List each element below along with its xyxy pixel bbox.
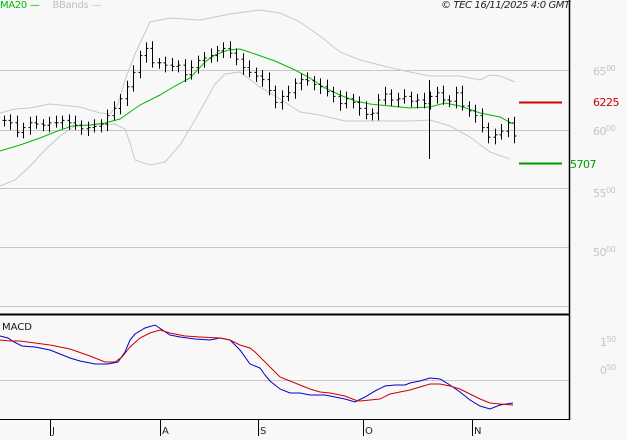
copyright-timestamp: © TEC 16/11/2025 4:0 GMT [441, 0, 570, 11]
legend-bbands: BBands — [52, 0, 102, 11]
main-gridlines [0, 70, 569, 307]
macd-y-label-1-50: 150 [600, 335, 616, 349]
support-label: 5707 [570, 158, 597, 171]
legend-ma20: MA20 — [0, 0, 40, 11]
signal-line [0, 329, 514, 406]
macd-y-label-0-50: 050 [600, 363, 616, 377]
ma20-line [0, 48, 514, 152]
x-label-nov: N [474, 426, 482, 437]
y-label-5000: 5000 [593, 245, 616, 259]
x-label-jul: J [52, 426, 55, 437]
price-bars [2, 41, 517, 159]
y-label-6000: 6000 [593, 124, 616, 138]
x-label-aug: A [162, 426, 169, 437]
y-label-6500: 6500 [593, 64, 616, 78]
x-ticks [50, 420, 473, 436]
macd-line [0, 324, 514, 410]
legend: MA20 — BBands — [0, 0, 101, 11]
x-label-sep: S [260, 426, 267, 437]
y-label-5500: 5500 [593, 186, 616, 200]
macd-title: MACD [2, 322, 32, 333]
resistance-label: 6225 [593, 96, 620, 109]
x-label-oct: O [365, 426, 373, 437]
